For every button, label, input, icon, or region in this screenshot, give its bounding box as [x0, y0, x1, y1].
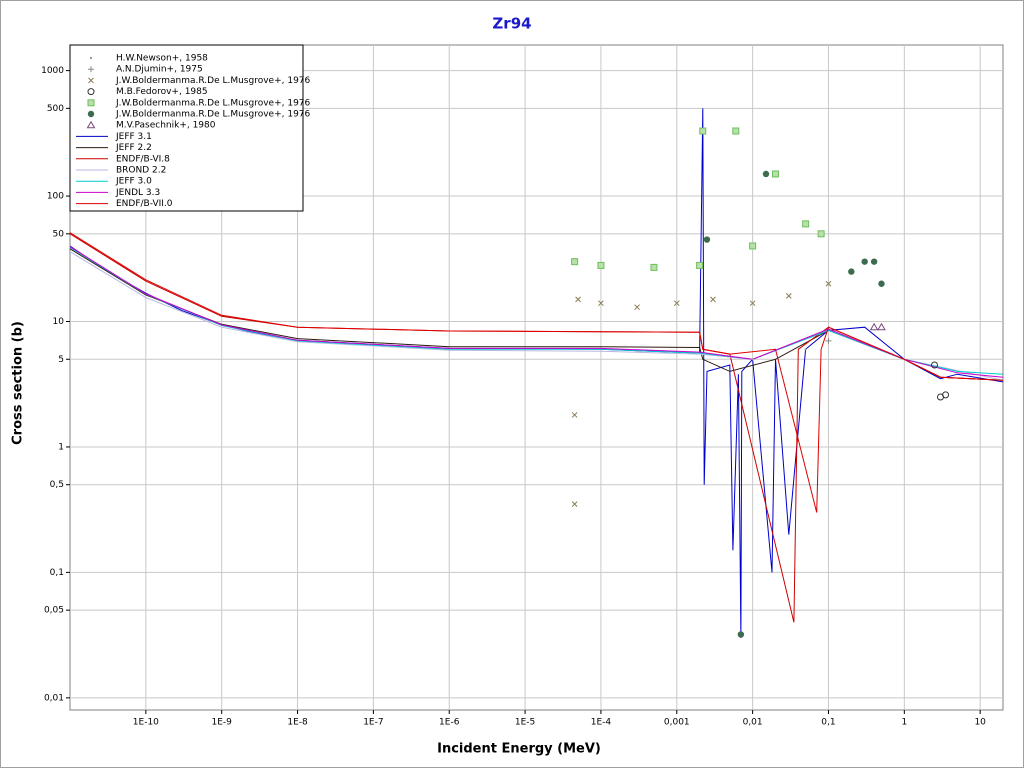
legend-label: JENDL 3.3 — [115, 188, 160, 198]
point — [869, 322, 879, 331]
x-tick-label: 1E-9 — [211, 718, 232, 728]
point — [878, 280, 885, 287]
point — [877, 322, 886, 331]
point — [575, 296, 581, 303]
x-axis-label: Incident Energy (MeV) — [437, 742, 601, 757]
point — [571, 412, 578, 418]
point — [825, 280, 832, 287]
legend-label: ENDF/B-VI.8 — [116, 154, 170, 164]
point — [634, 304, 640, 311]
y-axis-label: Cross section (b) — [11, 321, 26, 445]
point — [931, 361, 939, 369]
x-tick-label: 1 — [901, 718, 907, 728]
legend-label: J.W.Boldermanma.R.De L.Musgrove+, 1976 — [115, 76, 311, 86]
x-tick-label: 1E-5 — [515, 718, 535, 728]
legend-label: M.B.Fedorov+, 1985 — [116, 87, 208, 97]
x-tick-label: 10 — [974, 718, 986, 728]
y-tick-label: 0,01 — [44, 693, 64, 703]
point — [942, 391, 950, 399]
point — [699, 127, 707, 135]
y-tick-label: 100 — [47, 192, 64, 202]
legend-label: BROND 2.2 — [116, 166, 166, 176]
point — [817, 230, 825, 238]
y-tick-label: 50 — [53, 229, 65, 239]
point — [762, 170, 770, 178]
point — [696, 261, 704, 269]
y-tick-label: 1 — [58, 442, 64, 452]
line-series — [70, 232, 1003, 513]
legend-label: J.W.Boldermanma.R.De L.Musgrove+, 1976 — [115, 110, 311, 120]
legend-label: JEFF 2.2 — [115, 143, 152, 153]
chart-title: Zr94 — [492, 15, 531, 33]
x-tick-label: 1E-6 — [439, 718, 460, 728]
legend-label: ENDF/B-VII.0 — [116, 199, 173, 209]
point — [87, 88, 95, 96]
point — [597, 261, 605, 269]
point — [771, 170, 779, 178]
x-tick-label: 1E-8 — [287, 718, 308, 728]
point — [703, 236, 711, 243]
x-tick-label: 1E-7 — [363, 718, 383, 728]
point — [751, 358, 754, 361]
point — [89, 56, 93, 60]
legend-label: JEFF 3.0 — [115, 177, 152, 187]
point — [802, 220, 810, 228]
legend-label: H.W.Newson+, 1958 — [116, 54, 208, 64]
y-tick-label: 0,05 — [44, 606, 64, 616]
legend-label: JEFF 3.1 — [115, 132, 152, 142]
point — [785, 293, 792, 299]
legend-label: A.N.Djumin+, 1975 — [116, 65, 203, 75]
x-tick-label: 1E-4 — [591, 718, 612, 728]
point — [710, 296, 716, 303]
y-tick-label: 5 — [58, 355, 64, 365]
point — [87, 110, 95, 118]
point — [598, 300, 604, 307]
x-tick-label: 1E-10 — [133, 718, 159, 728]
legend-label: J.W.Boldermanma.R.De L.Musgrove+, 1976 — [115, 98, 311, 108]
point — [825, 337, 832, 344]
y-tick-label: 10 — [53, 317, 65, 327]
legend-box — [69, 44, 304, 212]
axes: 1E-10 1E-9 1E-8 1E-7 1E-6 1E-5 1E-4 0,001 0,01 0,… — [41, 66, 986, 727]
point — [848, 268, 855, 275]
y-tick-label: 500 — [47, 104, 64, 114]
point — [650, 263, 658, 271]
point — [673, 300, 680, 307]
x-tick-label: 0,001 — [664, 718, 690, 728]
point — [86, 120, 96, 129]
point — [571, 501, 578, 507]
point — [749, 300, 756, 307]
legend-label: M.V.Pasechnik+, 1980 — [116, 121, 216, 131]
point — [861, 258, 868, 265]
point — [870, 258, 878, 265]
point — [88, 77, 94, 84]
point — [571, 258, 579, 266]
point — [732, 127, 740, 135]
y-tick-label: 0,1 — [50, 568, 64, 578]
x-tick-label: 0,1 — [821, 718, 835, 728]
point — [749, 242, 757, 250]
plot — [70, 108, 1003, 639]
y-tick-label: 0,5 — [50, 480, 64, 490]
x-tick-label: 0,01 — [743, 718, 763, 728]
line-series — [70, 246, 1003, 378]
point — [87, 99, 95, 107]
point — [804, 348, 807, 351]
point — [88, 66, 94, 73]
y-tick-label: 1000 — [41, 66, 64, 76]
point — [737, 631, 745, 638]
